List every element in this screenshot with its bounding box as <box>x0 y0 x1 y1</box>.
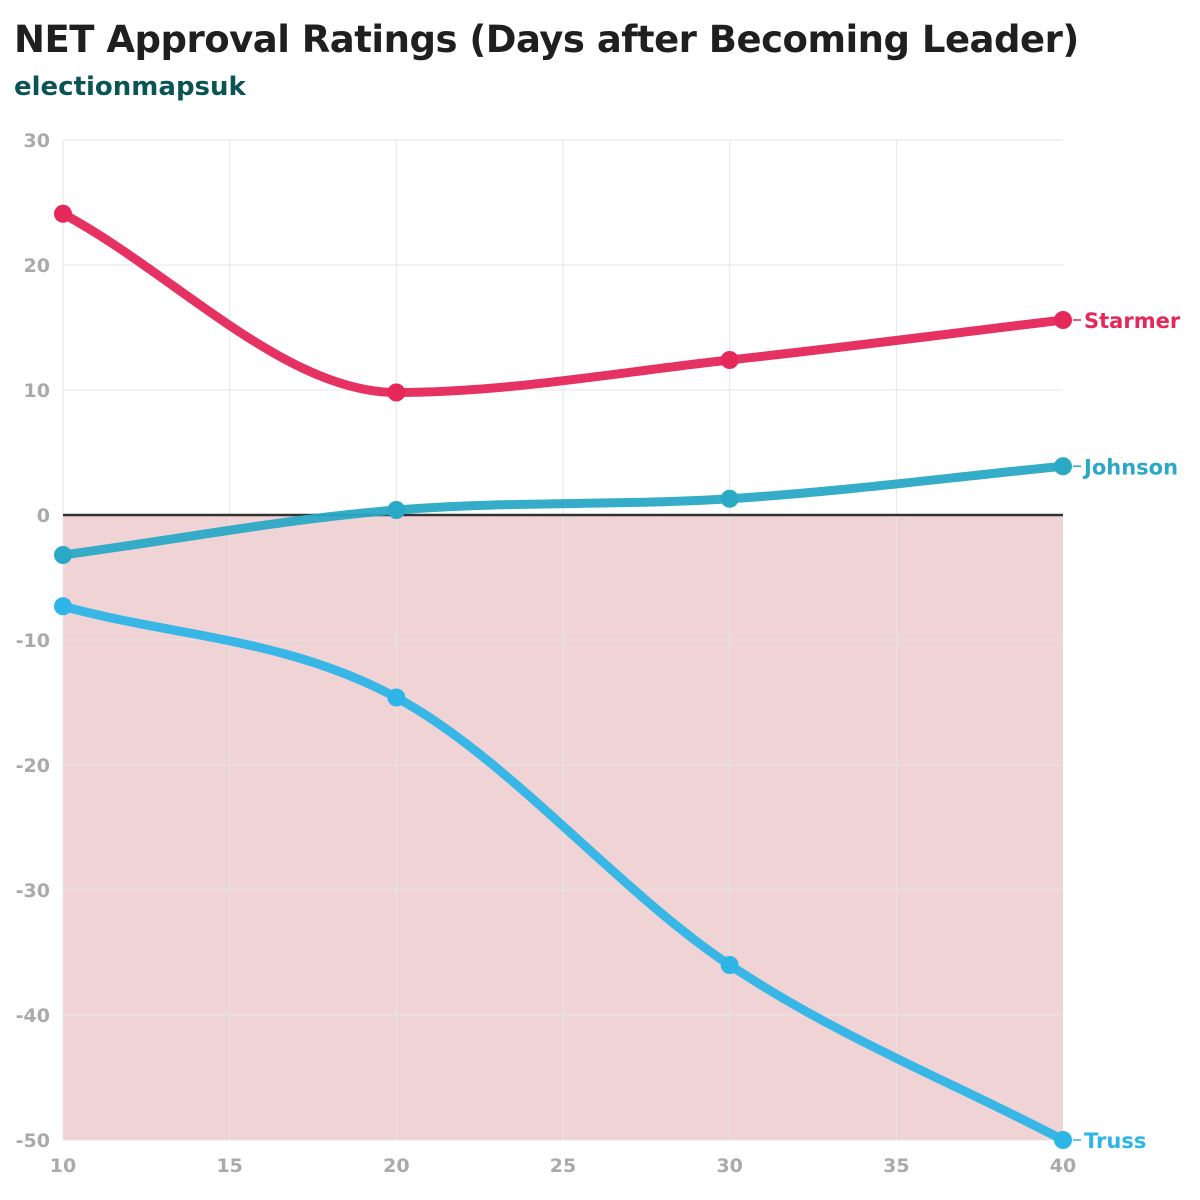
x-tick-label: 30 <box>716 1155 742 1177</box>
data-point <box>387 383 406 402</box>
series-layer: Starmer Johnson Truss <box>54 204 1181 1153</box>
data-point <box>54 546 72 564</box>
data-point <box>54 204 72 223</box>
series-truss: Truss <box>54 597 1146 1153</box>
data-point <box>387 688 406 707</box>
data-point <box>1054 311 1072 329</box>
y-tick-label: -20 <box>16 755 50 777</box>
chart-subtitle: electionmapsuk <box>14 72 246 102</box>
series-line <box>58 601 1068 1145</box>
data-point <box>1054 457 1072 476</box>
x-tick-label: 10 <box>50 1155 76 1177</box>
y-tick-label: 20 <box>24 255 50 277</box>
y-tick-label: 0 <box>37 505 50 527</box>
series-starmer: Starmer <box>54 204 1181 402</box>
series-line <box>58 209 1068 397</box>
x-tick-label: 25 <box>550 1155 576 1177</box>
data-point <box>720 489 739 508</box>
y-tick-label: -40 <box>16 1005 50 1027</box>
y-tick-label: -50 <box>16 1130 50 1152</box>
y-axis-ticks: 30 20 10 0 -10 -20 -30 -40 -50 <box>16 130 50 1152</box>
x-axis-ticks: 10 15 20 25 30 35 40 <box>50 1155 1076 1177</box>
x-tick-label: 15 <box>216 1155 242 1177</box>
data-point <box>720 351 739 369</box>
series-end-label: Johnson <box>1082 455 1178 479</box>
y-tick-label: -30 <box>16 880 50 902</box>
y-tick-label: 30 <box>24 130 50 152</box>
x-tick-label: 20 <box>383 1155 409 1177</box>
series-line <box>58 461 1068 560</box>
x-tick-label: 35 <box>883 1155 909 1177</box>
x-tick-label: 40 <box>1050 1155 1076 1177</box>
data-point <box>720 956 739 974</box>
y-tick-label: 10 <box>24 380 50 402</box>
y-tick-label: -10 <box>16 630 50 652</box>
data-point <box>387 501 406 519</box>
series-johnson: Johnson <box>54 455 1178 564</box>
series-end-label: Starmer <box>1084 309 1181 333</box>
series-end-label: Truss <box>1084 1129 1146 1153</box>
data-point <box>1054 1131 1072 1149</box>
chart-title: NET Approval Ratings (Days after Becomin… <box>14 18 1079 61</box>
data-point <box>54 597 72 616</box>
